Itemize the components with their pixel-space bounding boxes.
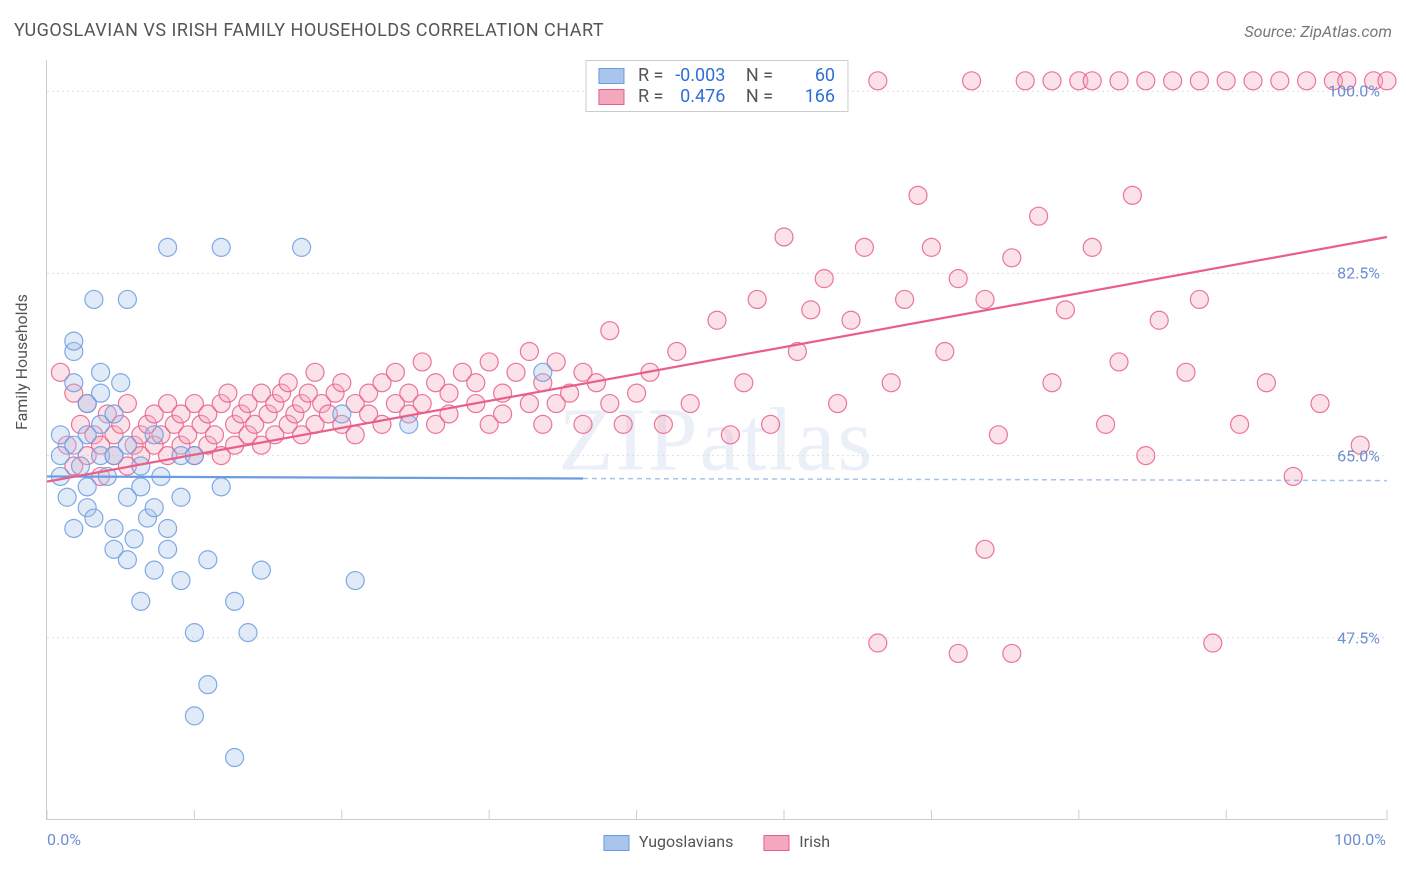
legend-item-irish: Irish bbox=[763, 832, 830, 851]
y-tick-label: 82.5% bbox=[1337, 264, 1380, 283]
chart-title: YUGOSLAVIAN VS IRISH FAMILY HOUSEHOLDS C… bbox=[14, 20, 604, 41]
R-label: R = bbox=[638, 65, 663, 86]
scatter-plot bbox=[47, 60, 1386, 819]
y-axis-label: Family Households bbox=[12, 294, 31, 430]
legend-label-yugoslavian: Yugoslavians bbox=[639, 832, 733, 851]
N-value-irish: 166 bbox=[781, 86, 835, 107]
swatch-irish bbox=[763, 835, 789, 851]
swatch-yugoslavian bbox=[598, 68, 624, 84]
series-legend: Yugoslavians Irish bbox=[603, 832, 830, 851]
y-tick-label: 100.0% bbox=[1328, 82, 1380, 101]
R-label: R = bbox=[638, 86, 663, 107]
N-label: N = bbox=[746, 65, 773, 86]
stats-legend-box: R = -0.003 N = 60 R = 0.476 N = 166 bbox=[585, 60, 848, 112]
source-label: Source: ZipAtlas.com bbox=[1244, 22, 1392, 41]
legend-label-irish: Irish bbox=[799, 832, 830, 851]
plot-area: ZIPatlas R = -0.003 N = 60 R = 0.476 N =… bbox=[46, 60, 1386, 820]
y-tick-label: 65.0% bbox=[1337, 446, 1380, 465]
x-axis-min-label: 0.0% bbox=[47, 830, 81, 849]
legend-item-yugoslavian: Yugoslavians bbox=[603, 832, 733, 851]
R-value-yugoslavian: -0.003 bbox=[671, 65, 725, 86]
x-axis-max-label: 100.0% bbox=[1334, 830, 1386, 849]
swatch-yugoslavian bbox=[603, 835, 629, 851]
N-value-yugoslavian: 60 bbox=[781, 65, 835, 86]
y-tick-label: 47.5% bbox=[1337, 628, 1380, 647]
R-value-irish: 0.476 bbox=[671, 86, 725, 107]
swatch-irish bbox=[598, 89, 624, 105]
stats-row-irish: R = 0.476 N = 166 bbox=[598, 86, 835, 107]
stats-row-yugoslavian: R = -0.003 N = 60 bbox=[598, 65, 835, 86]
N-label: N = bbox=[746, 86, 773, 107]
